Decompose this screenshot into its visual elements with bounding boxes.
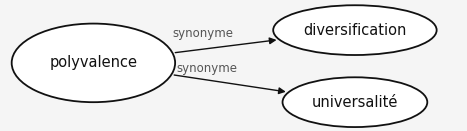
Text: polyvalence: polyvalence: [50, 55, 137, 70]
Text: diversification: diversification: [303, 23, 407, 38]
Text: universalité: universalité: [312, 95, 398, 110]
Ellipse shape: [283, 77, 427, 127]
Text: synonyme: synonyme: [176, 62, 237, 75]
Ellipse shape: [12, 24, 175, 102]
Ellipse shape: [273, 5, 437, 55]
Text: synonyme: synonyme: [173, 27, 234, 40]
